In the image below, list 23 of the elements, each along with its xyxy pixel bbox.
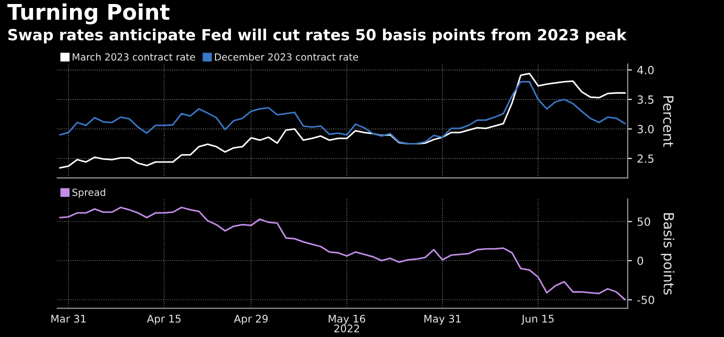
y-tick-label: 50: [638, 217, 650, 226]
y-tick-label: -50: [637, 296, 654, 304]
y-tick-label: 4.0: [637, 66, 654, 74]
y-tick-label: 0: [637, 256, 644, 266]
legend-label: Spread: [72, 188, 106, 198]
y-tick-label: 3.5: [638, 95, 654, 104]
x-tick-label: May 31: [424, 314, 461, 325]
line-series: [59, 80, 626, 144]
y-tick-label: 2.5: [638, 154, 654, 163]
x-tick-label: Mar 31: [51, 314, 86, 323]
line-series: [59, 206, 626, 301]
chart-title: Turning Point: [7, 3, 170, 24]
y-axis-title: Percent: [663, 96, 674, 147]
line-series: [59, 72, 626, 169]
x-tick-label: May 16 2022: [328, 314, 366, 332]
x-tick-label: Apr 15: [146, 314, 181, 325]
x-tick-label: Apr 29: [234, 314, 268, 325]
x-tick-label: Jun 15: [521, 314, 554, 325]
chart-subtitle: Swap rates anticipate Fed will cut rates 50 basis points from 2023 peak: [8, 28, 627, 44]
legend-label: March 2023 contract rate: [72, 53, 196, 61]
legend-label: December 2023 contract rate: [214, 53, 358, 61]
y-tick-label: 3.0: [638, 124, 654, 134]
y-axis-title: Basis points: [660, 213, 674, 295]
